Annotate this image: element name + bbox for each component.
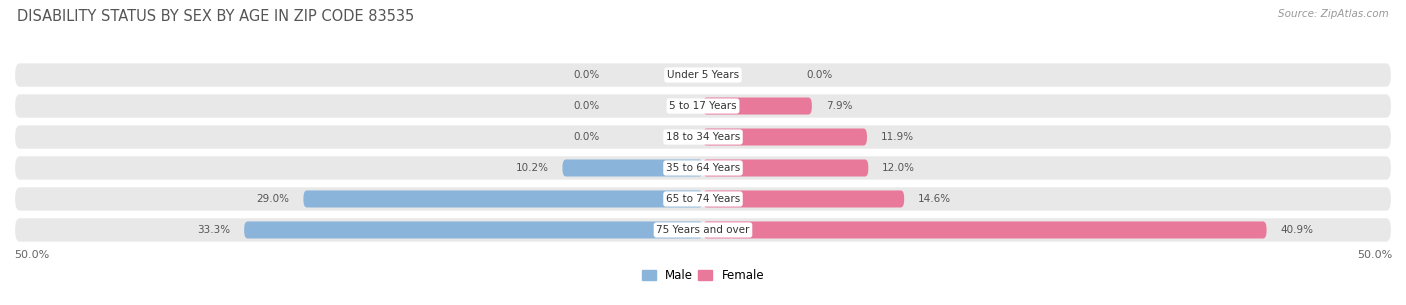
Text: Under 5 Years: Under 5 Years	[666, 70, 740, 80]
FancyBboxPatch shape	[14, 93, 1392, 119]
Legend: Male, Female: Male, Female	[637, 265, 769, 287]
FancyBboxPatch shape	[14, 124, 1392, 150]
Text: 29.0%: 29.0%	[257, 194, 290, 204]
Text: 0.0%: 0.0%	[574, 70, 599, 80]
Text: 50.0%: 50.0%	[14, 250, 49, 260]
FancyBboxPatch shape	[703, 221, 1267, 239]
Text: 35 to 64 Years: 35 to 64 Years	[666, 163, 740, 173]
Text: 12.0%: 12.0%	[882, 163, 915, 173]
FancyBboxPatch shape	[703, 128, 868, 145]
Text: 0.0%: 0.0%	[574, 101, 599, 111]
Text: Source: ZipAtlas.com: Source: ZipAtlas.com	[1278, 9, 1389, 19]
FancyBboxPatch shape	[14, 217, 1392, 243]
Text: 14.6%: 14.6%	[918, 194, 950, 204]
Text: 0.0%: 0.0%	[807, 70, 832, 80]
FancyBboxPatch shape	[14, 62, 1392, 88]
FancyBboxPatch shape	[14, 155, 1392, 181]
Text: DISABILITY STATUS BY SEX BY AGE IN ZIP CODE 83535: DISABILITY STATUS BY SEX BY AGE IN ZIP C…	[17, 9, 415, 24]
FancyBboxPatch shape	[14, 186, 1392, 212]
Text: 50.0%: 50.0%	[1357, 250, 1392, 260]
FancyBboxPatch shape	[304, 190, 703, 207]
Text: 33.3%: 33.3%	[197, 225, 231, 235]
Text: 0.0%: 0.0%	[574, 132, 599, 142]
Text: 7.9%: 7.9%	[825, 101, 852, 111]
Text: 40.9%: 40.9%	[1281, 225, 1313, 235]
Text: 5 to 17 Years: 5 to 17 Years	[669, 101, 737, 111]
Text: 11.9%: 11.9%	[880, 132, 914, 142]
Text: 75 Years and over: 75 Years and over	[657, 225, 749, 235]
Text: 65 to 74 Years: 65 to 74 Years	[666, 194, 740, 204]
FancyBboxPatch shape	[562, 160, 703, 177]
FancyBboxPatch shape	[703, 190, 904, 207]
FancyBboxPatch shape	[703, 160, 869, 177]
Text: 18 to 34 Years: 18 to 34 Years	[666, 132, 740, 142]
FancyBboxPatch shape	[245, 221, 703, 239]
FancyBboxPatch shape	[703, 98, 811, 115]
Text: 10.2%: 10.2%	[516, 163, 548, 173]
